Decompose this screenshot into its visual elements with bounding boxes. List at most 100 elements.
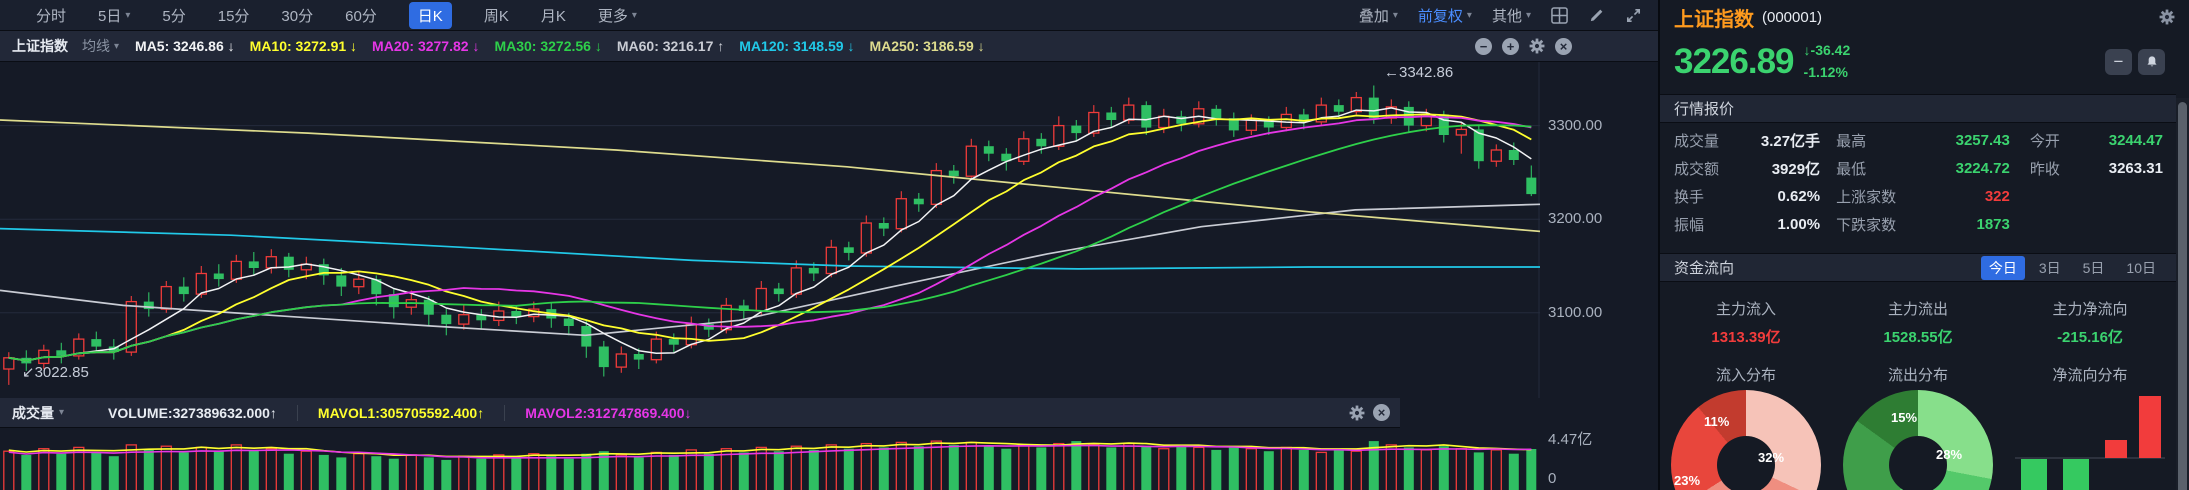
zoom-in-icon[interactable]: + [1502,37,1519,55]
panel-scrollbar[interactable] [2176,98,2189,490]
chevron-down-icon: ▾ [631,9,637,21]
flow-metric-label: 主力流入 [1715,301,1776,318]
quote-value: 3224.72 [1955,159,2010,177]
volume-value-label: MAVOL1:305705592.400↑ [296,404,504,421]
flow-metric: 主力净流向 -215.16亿 [2004,292,2176,352]
flow-metric-value: 1528.55亿 [1883,329,1953,346]
quote-value: 1873 [1976,215,2010,233]
ma-selector[interactable]: 均线 ▾ [82,38,120,54]
net-distribution-title: 净流向分布 [2052,367,2128,384]
candlestick-plot[interactable] [0,62,1540,398]
chart-symbol-label: 上证指数 [12,38,68,54]
pie-slice-label: 28% [1936,447,1963,462]
chevron-down-icon: ▾ [59,407,65,418]
ma-values: MA5: 3246.86 ↓ MA10: 3272.91 ↓ MA20: 3277.… [135,38,985,54]
price-axis-label: 3300.00 [1548,116,1603,134]
pie-slice-label: 15% [1891,409,1918,425]
price-change-pct: -1.12% [1803,64,1848,80]
panel-settings-icon[interactable] [2159,9,2175,25]
chevron-down-icon: ▾ [125,9,131,21]
net-flow-distribution: 净流向分布 [2004,358,2176,490]
chevron-down-icon: ▾ [114,40,120,52]
quote-row: 成交额 3929亿 最低 3224.72 昨收 3263.31 [1674,154,2163,182]
flow-tab[interactable]: 5日 [2082,259,2105,276]
index-name: 上证指数 [1674,8,1754,31]
chevron-down-icon: ▾ [1525,9,1531,21]
tab-15min[interactable]: 15分 [217,7,250,25]
pie-slice-label: 11% [1704,414,1730,429]
quote-label: 最低 [1836,160,1867,178]
volume-value-label: MAVOL2:312747869.400↓ [504,404,711,421]
ma-value-label: MA60: 3216.17 ↑ [616,38,725,54]
chart-toolbar: 分时 5日 ▾ 5分 15分 30分 60分 日K 周K 月K 更多 ▾ 叠加 ▾ 前复权 ▾ 其他 ▾ [0,0,1658,31]
fullscreen-icon[interactable] [1625,7,1642,24]
flow-metric-value: -215.16亿 [2057,329,2123,346]
close-indicator-icon[interactable]: × [1555,37,1572,55]
close-volume-icon[interactable]: × [1373,404,1390,421]
menu-other[interactable]: 其他 ▾ [1491,7,1531,25]
menu-forward-adjust[interactable]: 前复权 ▾ [1417,7,1472,25]
ma-value-label: MA30: 3272.56 ↓ [494,38,602,54]
tab-daily-k[interactable]: 日K [408,1,452,29]
quote-value: 3263.31 [2108,159,2163,177]
flow-tab[interactable]: 今日 [1980,255,2025,280]
quote-value: 322 [1984,187,2010,205]
menu-overlay[interactable]: 叠加 ▾ [1358,7,1398,25]
menu-more[interactable]: 更多 ▾ [597,7,637,25]
inflow-distribution: 流入分布 32% 23% 11% [1660,358,1832,490]
remove-watchlist-button[interactable]: − [2105,49,2132,75]
outflow-distribution: 流出分布 28%25%15% [1832,358,2004,490]
price-row: 3226.89 ↓-36.42 -1.12% − [1674,32,2165,92]
quote-value: 1.00% [1777,215,1821,233]
quote-value: 3.27亿手 [1760,132,1821,150]
tab-30min[interactable]: 30分 [281,7,314,25]
volume-indicator-selector[interactable]: 成交量 ▾ [12,404,65,421]
scrollbar-thumb[interactable] [2178,102,2187,490]
quote-row: 成交量 3.27亿手 最高 3257.43 今开 3244.47 [1674,126,2163,154]
net-flow-bar-chart [2015,396,2165,490]
flow-metric-value: 1313.39亿 [1711,329,1781,346]
candlestick-chart[interactable]: 3300.00 3200.00 3100.00 ←3342.86 ↙3022.85 [0,62,1658,398]
quote-value: 3257.43 [1955,131,2010,149]
tab-5day[interactable]: 5日 ▾ [98,7,131,25]
chevron-down-icon: ▾ [1392,9,1398,21]
pie-slice-label: 23% [1674,472,1701,488]
volume-values: VOLUME:327389632.000↑ MAVOL1:305705592.40… [88,404,711,421]
quote-grid: 成交量 3.27亿手 最高 3257.43 今开 3244.47 成交额 3929亿 最低 322… [1674,126,2163,238]
draw-tool-icon[interactable] [1588,7,1605,24]
panel-header: 上证指数 (000001) [1660,0,2189,34]
tab-monthly-k[interactable]: 月K [540,7,566,25]
flow-distributions: 流入分布 32% 23% 11% 流出分布 28%25%15% 净流向分布 [1660,358,2176,490]
volume-settings-icon[interactable] [1349,405,1365,421]
volume-controls: × [1349,404,1400,421]
flow-metric-label: 主力流出 [1887,301,1948,318]
quote-label: 成交额 [1674,160,1720,178]
flow-tab[interactable]: 3日 [2038,259,2061,276]
arrow-icon: ↙ [22,364,35,381]
volume-chart[interactable]: 4.47亿 0 [0,428,1658,490]
quote-label: 上涨家数 [1836,188,1897,206]
flow-section-header: 资金流向 今日 3日 5日 10日 [1660,253,2176,282]
volume-plot[interactable] [0,428,1540,490]
price-change: ↓-36.42 [1803,42,1851,59]
alert-bell-button[interactable] [2138,49,2165,75]
indicator-settings-icon[interactable] [1529,38,1545,54]
inflow-distribution-title: 流入分布 [1715,367,1776,384]
quote-row: 振幅 1.00% 下跌家数 1873 [1674,210,2163,238]
zoom-out-icon[interactable]: − [1475,37,1492,55]
ma-value-label: MA10: 3272.91 ↓ [249,38,358,54]
tab-60min[interactable]: 60分 [345,7,377,25]
watch-buttons: − [2105,49,2165,75]
flow-tab[interactable]: 10日 [2126,259,2156,276]
grid-layout-icon[interactable] [1551,6,1568,24]
tab-timeshare[interactable]: 分时 [36,7,67,25]
volume-axis-max: 4.47亿 [1548,431,1593,448]
quote-label: 昨收 [2029,160,2060,178]
quote-label: 换手 [1674,188,1705,206]
flow-metrics: 主力流入 1313.39亿 主力流出 1528.55亿 主力净流向 -215.16亿 [1660,292,2176,352]
volume-value-label: VOLUME:327389632.000↑ [108,404,277,421]
tab-5min[interactable]: 5分 [162,7,186,25]
current-price: 3226.89 [1674,42,1795,81]
tab-weekly-k[interactable]: 周K [483,7,509,25]
chart-tools: 叠加 ▾ 前复权 ▾ 其他 ▾ [1359,5,1658,26]
